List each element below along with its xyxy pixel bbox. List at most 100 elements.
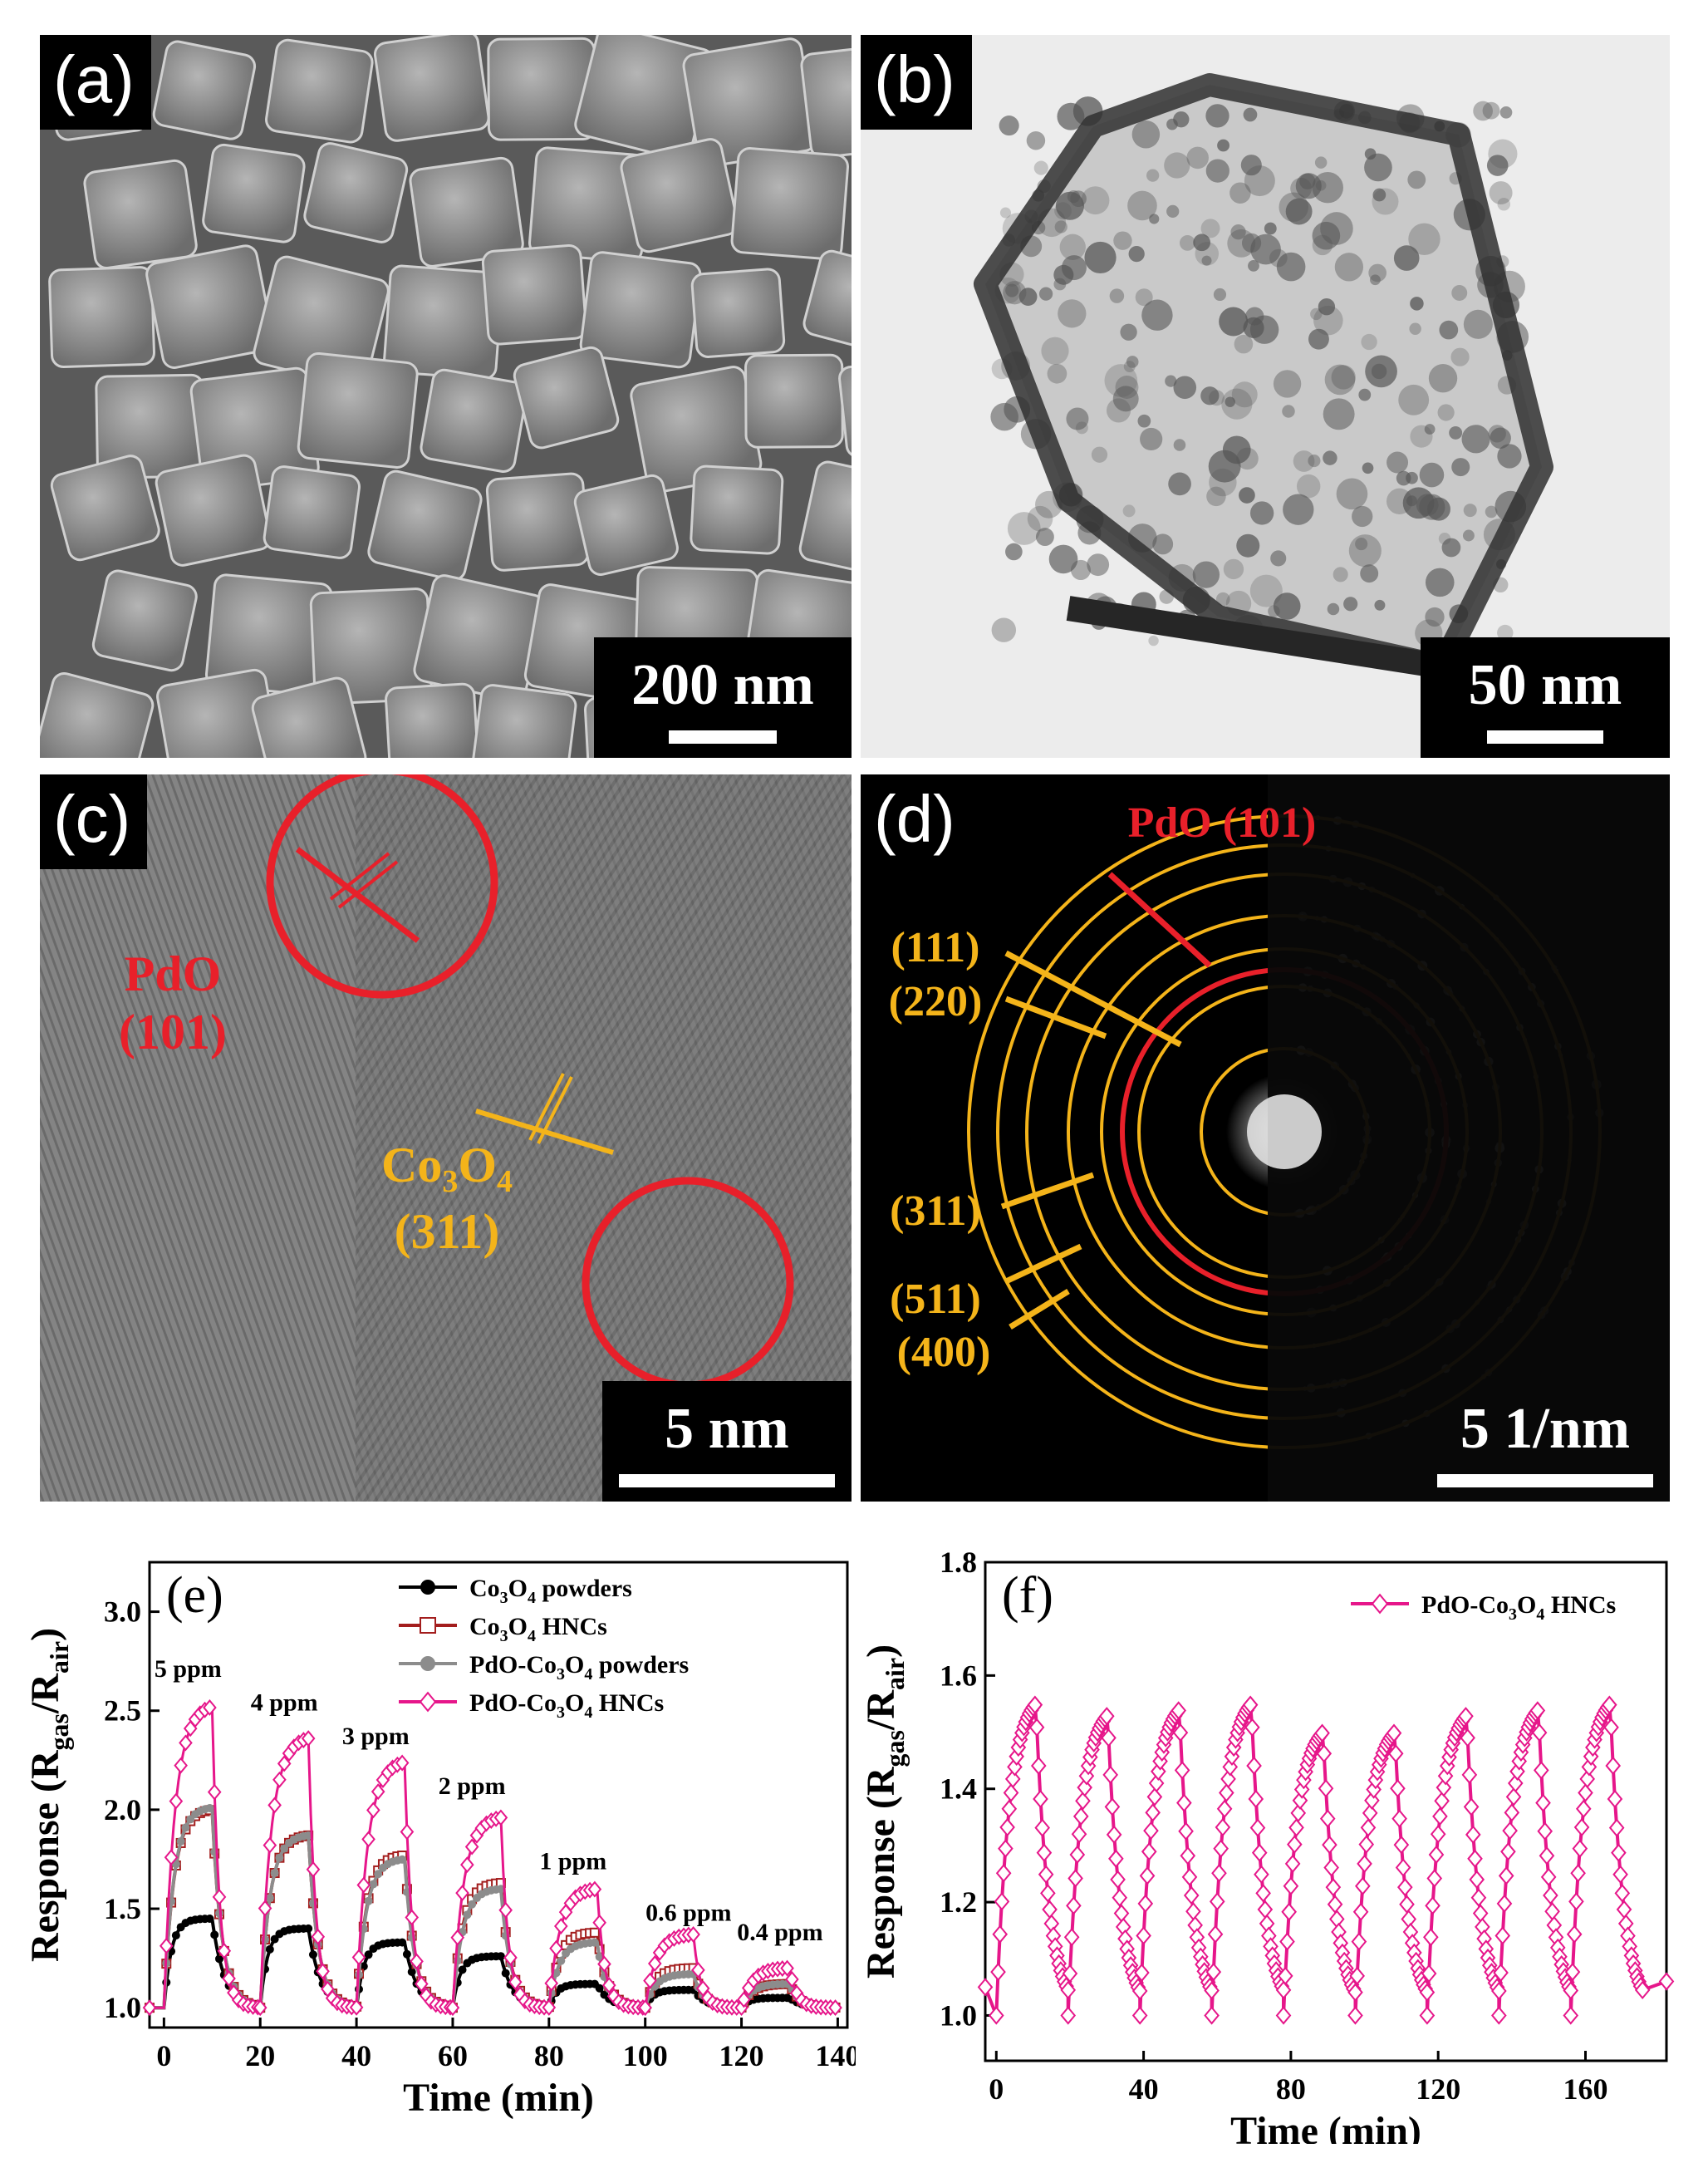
data-point [1131, 1981, 1148, 2001]
data-point [398, 1938, 407, 1947]
data-point [1098, 1707, 1115, 1726]
data-point [1399, 1895, 1415, 1914]
data-point [498, 1901, 513, 1919]
data-point [1507, 1773, 1524, 1793]
data-point [1564, 1962, 1581, 1982]
data-point [1207, 1925, 1224, 1944]
data-point [1543, 1885, 1558, 1905]
data-point [1101, 1728, 1117, 1748]
ring-label-111: (111) [891, 924, 980, 971]
data-point [402, 1949, 411, 1959]
data-point [265, 1944, 274, 1954]
data-point [691, 1961, 705, 1979]
data-point [1152, 1752, 1168, 1771]
data-point [1357, 1854, 1372, 1874]
data-point [1283, 1876, 1299, 1895]
data-point [1145, 1803, 1161, 1822]
data-point [1204, 2006, 1220, 2025]
co3o4-label-line2: (311) [395, 1204, 500, 1259]
data-point [308, 1950, 317, 1959]
hrtem-micrograph: PdO (101) Co3O4 (311) [40, 774, 852, 1502]
data-point [1069, 1845, 1086, 1865]
data-point [1106, 1825, 1122, 1844]
chart-f-cyclic-response: 0 40 80 120 160 1.0 1.2 1.4 1.6 1.8 Time (min) Resp… [861, 1546, 1675, 2144]
data-point [1139, 1866, 1156, 1885]
data-point [1563, 2006, 1579, 2025]
data-point [1614, 1884, 1631, 1903]
data-point [1003, 1783, 1019, 1802]
data-point [356, 1876, 371, 1894]
data-point [1511, 1752, 1528, 1771]
data-point [1171, 1701, 1187, 1720]
co3o4-label-line1: Co3O4 [381, 1138, 513, 1199]
data-point [1601, 1695, 1617, 1714]
data-point [1436, 1778, 1452, 1797]
data-point [455, 1885, 469, 1902]
data-point [415, 1975, 429, 1993]
data-point [1143, 1821, 1159, 1841]
legend-entry: PdO-Co3O4 HNCs [1421, 1591, 1616, 1624]
data-point [595, 1952, 604, 1961]
data-point [311, 1928, 326, 1945]
data-point [1426, 1869, 1443, 1888]
data-point [1068, 1869, 1083, 1888]
scale-bar-a: 200 nm [594, 637, 852, 758]
data-point [205, 1914, 214, 1923]
data-point [1430, 1825, 1446, 1844]
data-point [1575, 1799, 1592, 1818]
data-point [1463, 1797, 1480, 1816]
x-tick-label: 80 [1276, 2072, 1306, 2106]
data-point [1033, 1789, 1048, 1809]
data-point [1573, 1817, 1590, 1837]
y-tick-label: 2.0 [104, 1793, 141, 1826]
concentration-label: 5 ppm [155, 1655, 222, 1683]
data-point [1347, 1983, 1363, 2002]
data-point [1034, 1818, 1051, 1837]
plot-frame [148, 1561, 849, 2029]
data-point [1579, 1769, 1596, 1788]
data-point [595, 1983, 604, 1993]
data-point [1612, 1865, 1628, 1884]
data-point [1009, 1747, 1024, 1766]
data-point [1371, 1593, 1389, 1615]
data-point [1328, 1910, 1345, 1929]
data-point [1611, 1843, 1627, 1862]
data-point [1001, 1799, 1018, 1818]
data-point [1465, 1825, 1481, 1844]
data-point [463, 1910, 472, 1920]
data-point [1185, 1902, 1201, 1921]
y-tick-label: 1.4 [940, 1772, 977, 1806]
data-point [988, 2006, 1004, 2025]
data-point [1491, 1981, 1507, 2001]
data-point [1387, 1744, 1404, 1763]
data-point [222, 1970, 236, 1988]
data-point [1349, 1966, 1365, 1986]
ring-label-511: (511) [890, 1276, 981, 1323]
data-point [1570, 1864, 1586, 1883]
data-point [1060, 1980, 1077, 2000]
data-point [263, 1836, 277, 1854]
data-point [1467, 1849, 1483, 1868]
data-point [1071, 1825, 1087, 1844]
data-point [1205, 1962, 1222, 1982]
data-point [304, 1924, 313, 1933]
data-point [1244, 1718, 1260, 1737]
data-point [1281, 1902, 1297, 1921]
data-point [508, 1974, 523, 1991]
data-point [1113, 1904, 1130, 1923]
data-point [364, 1896, 373, 1905]
data-point [1220, 1769, 1236, 1788]
x-tick-label: 120 [1416, 2072, 1460, 2106]
data-point [780, 1959, 794, 1977]
data-point [1608, 1818, 1625, 1837]
data-point [1224, 1747, 1240, 1766]
scale-bar-text-c: 5 nm [665, 1397, 789, 1461]
data-point [203, 1698, 217, 1716]
scale-bar-text-a: 200 nm [631, 653, 814, 717]
x-tick-label: 120 [719, 2039, 764, 2072]
data-point [410, 1953, 424, 1970]
data-point [1027, 1695, 1043, 1714]
data-point [1358, 1835, 1375, 1854]
data-point [420, 1617, 436, 1634]
data-point [1539, 1846, 1555, 1866]
